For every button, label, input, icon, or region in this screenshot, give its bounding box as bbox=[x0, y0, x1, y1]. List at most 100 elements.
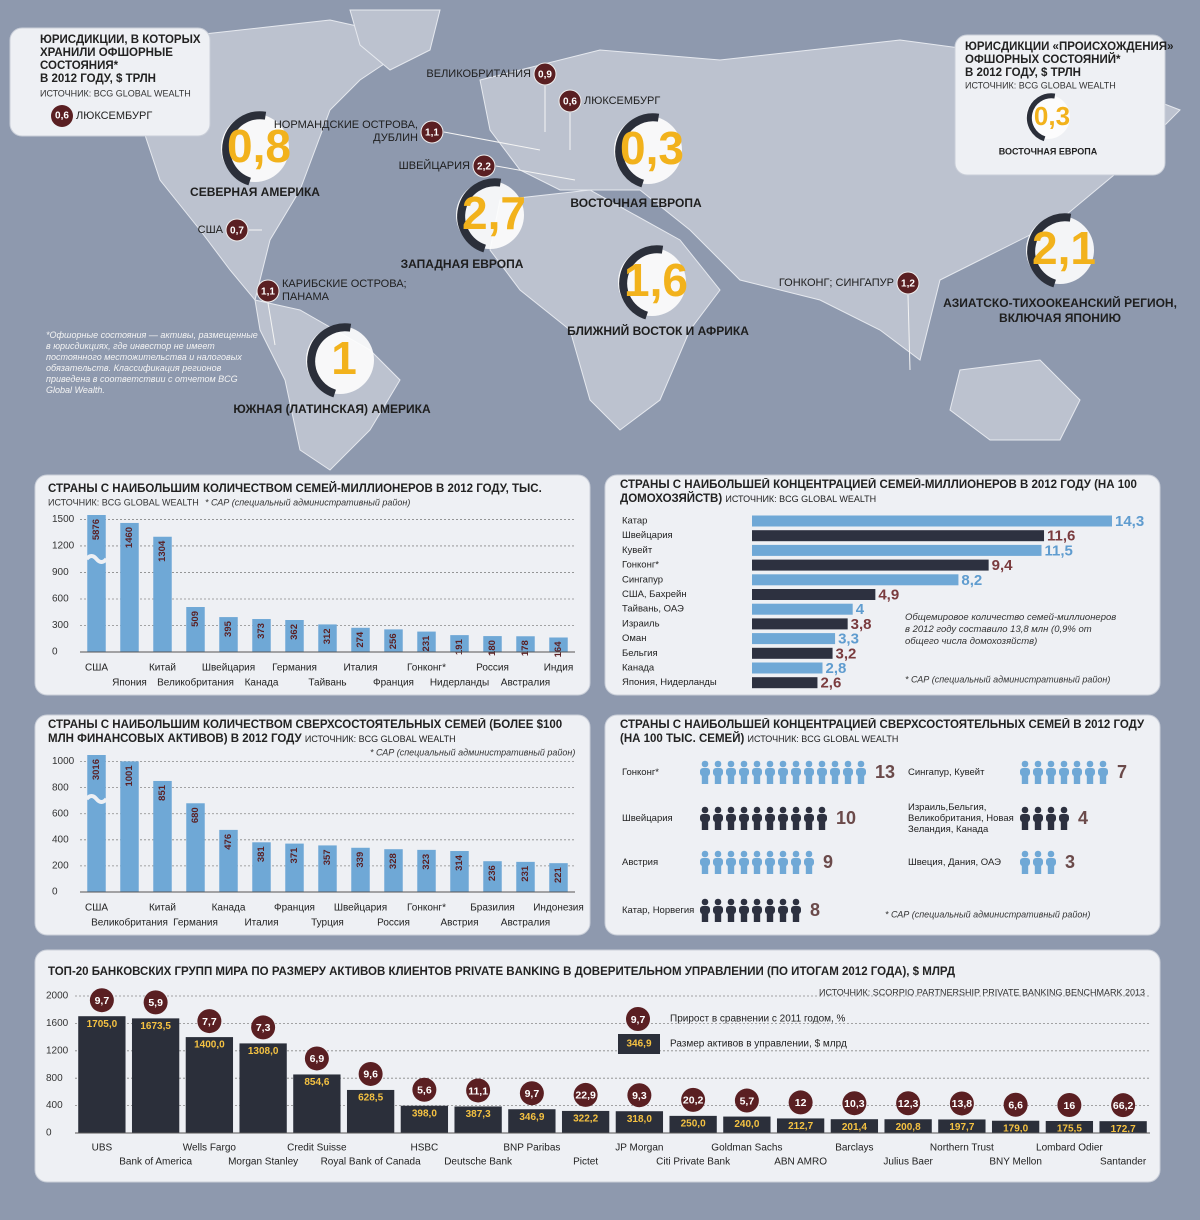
person-icon-body bbox=[1046, 858, 1056, 866]
bar bbox=[752, 589, 876, 600]
value-label: 3,2 bbox=[836, 645, 857, 662]
person-icon-head bbox=[714, 806, 722, 814]
growth-marker bbox=[896, 1091, 921, 1116]
person-icon-body bbox=[739, 768, 749, 776]
bar bbox=[87, 515, 106, 652]
footnote: *Офшорные состояния — активы, размещенны… bbox=[46, 330, 258, 395]
person-icon-body bbox=[752, 814, 762, 822]
person-icon-head bbox=[1034, 806, 1042, 814]
bar bbox=[120, 761, 139, 892]
value-label: 680 bbox=[190, 807, 201, 823]
growth-label: 5,6 bbox=[417, 1085, 432, 1097]
person-icon-body bbox=[1085, 768, 1095, 776]
growth-marker bbox=[734, 1088, 759, 1113]
person-icon-body bbox=[739, 906, 749, 914]
value-label: 395 bbox=[223, 620, 234, 637]
person-icon-legs bbox=[805, 775, 813, 784]
x-tick-label: BNP Paribas bbox=[503, 1143, 560, 1154]
region-label-box: СЕВЕРНАЯ АМЕРИКА bbox=[190, 185, 320, 199]
jurisdiction-label: ГОНКОНГ; СИНГАПУР bbox=[778, 276, 894, 289]
bar bbox=[752, 574, 959, 586]
person-icon-head bbox=[779, 898, 787, 906]
chart-source: ИСТОЧНИК: BCG GLOBAL WEALTH bbox=[747, 734, 899, 744]
value-label: 231 bbox=[421, 635, 432, 652]
person-icon-body bbox=[817, 768, 827, 776]
person-icon-legs bbox=[1034, 821, 1042, 830]
legend-sample: 9,7 bbox=[631, 1014, 646, 1026]
category-label: Швеция, Дания, ОАЭ bbox=[908, 856, 1001, 868]
person-icon-body bbox=[778, 906, 788, 914]
legend-sample: 346,9 bbox=[626, 1039, 651, 1050]
y-tick-label: 1200 bbox=[46, 1045, 69, 1056]
chart-note: * САР (специальный административный райо… bbox=[370, 747, 575, 757]
growth-label: 66,2 bbox=[1113, 1100, 1134, 1112]
axis-break bbox=[85, 794, 108, 804]
value-label: 11,5 bbox=[1045, 542, 1073, 559]
person-icon-legs bbox=[701, 913, 709, 922]
ring-arc bbox=[307, 323, 352, 398]
value-label: 509 bbox=[190, 611, 201, 627]
bar bbox=[752, 530, 1045, 542]
growth-marker bbox=[573, 1082, 598, 1107]
bar bbox=[752, 662, 823, 674]
category-label: Катар, Норвегия bbox=[622, 904, 695, 916]
region-value: 2,7 bbox=[462, 187, 526, 239]
person-icon-body bbox=[765, 814, 775, 822]
category-label: Гонконг* bbox=[622, 766, 659, 778]
bar bbox=[293, 1074, 341, 1133]
person-icon-body bbox=[713, 768, 723, 776]
x-tick-label: Италия bbox=[244, 918, 278, 929]
person-icon-body bbox=[1033, 858, 1043, 866]
bar bbox=[153, 780, 172, 892]
person-icon-legs bbox=[779, 775, 787, 784]
growth-marker bbox=[89, 988, 114, 1013]
person-icon-body bbox=[791, 814, 801, 822]
region-label: БЛИЖНИЙ ВОСТОК И АФРИКА bbox=[567, 324, 749, 338]
jurisdiction-marker bbox=[472, 154, 496, 178]
x-tick-label: Канада bbox=[212, 903, 246, 914]
person-icon-head bbox=[1047, 850, 1055, 858]
growth-label: 9,3 bbox=[632, 1090, 647, 1102]
x-tick-label: Великобритания bbox=[91, 917, 168, 929]
x-tick-label: Австралия bbox=[501, 918, 550, 929]
growth-label: 20,2 bbox=[683, 1095, 704, 1107]
value-label: 851 bbox=[157, 784, 168, 801]
growth-label: 5,7 bbox=[740, 1095, 755, 1107]
region-value: 0,3 bbox=[620, 122, 684, 174]
x-tick-label: США bbox=[85, 663, 108, 674]
bar bbox=[561, 1110, 610, 1133]
value-label: 1304 bbox=[157, 540, 168, 562]
region-value: 0,8 bbox=[227, 120, 291, 172]
person-icon-head bbox=[753, 760, 761, 768]
person-icon-legs bbox=[1034, 775, 1042, 784]
bar bbox=[78, 1016, 126, 1133]
y-tick-label: 300 bbox=[52, 620, 69, 631]
y-tick-label: 800 bbox=[46, 1073, 63, 1084]
person-icon-legs bbox=[766, 913, 774, 922]
bar bbox=[384, 629, 403, 652]
jurisdiction-label: ШВЕЙЦАРИЯ bbox=[398, 159, 470, 172]
legend-marker bbox=[626, 1007, 650, 1031]
bar bbox=[384, 849, 403, 892]
x-tick-label: Гонконг* bbox=[407, 903, 446, 914]
person-icon-body bbox=[1020, 858, 1030, 866]
chart-title: ТОП-20 БАНКОВСКИХ ГРУПП МИРА ПО РАЗМЕРУ … bbox=[48, 966, 955, 978]
jurisdiction-label-box: НОРМАНДСКИЕ ОСТРОВА, ДУБЛИН bbox=[274, 119, 418, 144]
bar bbox=[723, 1116, 771, 1133]
person-icon-head bbox=[792, 760, 800, 768]
y-tick-label: Бельгия bbox=[622, 648, 658, 659]
growth-label: 7,3 bbox=[256, 1022, 271, 1034]
bar bbox=[938, 1119, 986, 1133]
person-icon-legs bbox=[740, 913, 748, 922]
value-label: 250,0 bbox=[681, 1119, 706, 1130]
bar bbox=[285, 843, 304, 892]
person-icon-body bbox=[713, 858, 723, 866]
x-tick-label: Китай bbox=[149, 903, 176, 914]
box-title: ЮРИСДИКЦИИ «ПРОИСХОЖДЕНИЯ» bbox=[965, 41, 1173, 53]
x-tick-label: Индия bbox=[544, 663, 574, 674]
x-tick-label: Австрия bbox=[440, 918, 478, 929]
person-icon-legs bbox=[1021, 821, 1029, 830]
x-tick-label: JP Morgan bbox=[615, 1143, 663, 1154]
value-label: 339 bbox=[355, 852, 366, 868]
